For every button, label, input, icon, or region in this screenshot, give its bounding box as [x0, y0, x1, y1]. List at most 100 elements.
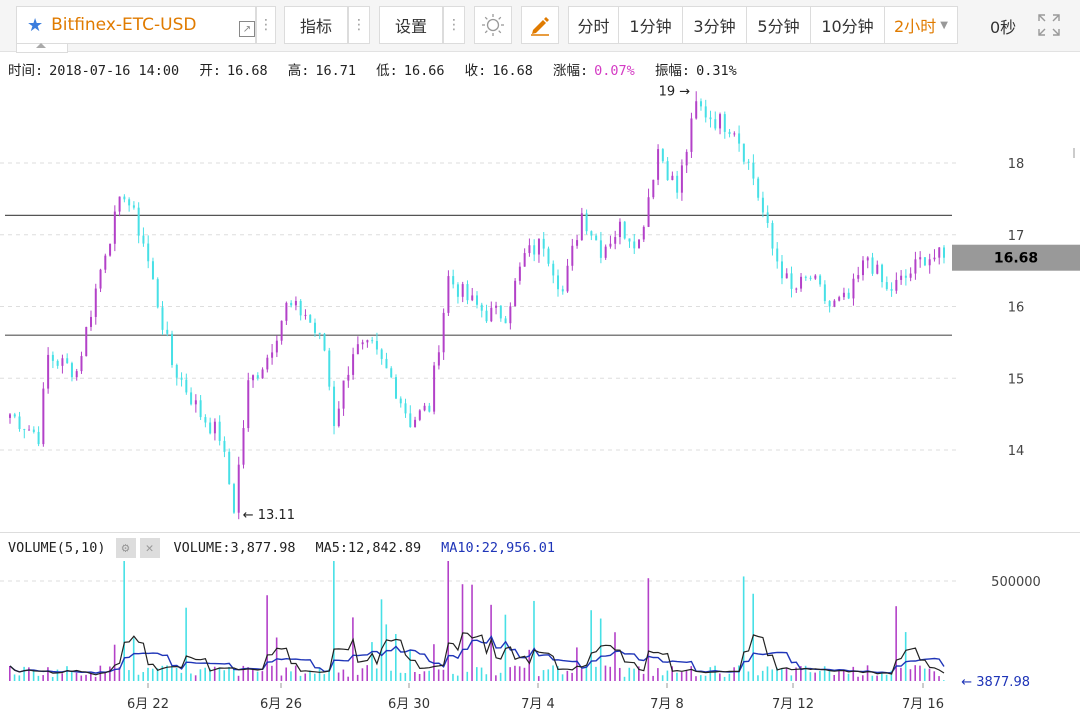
theme-button[interactable]	[474, 6, 512, 44]
volume-bar	[785, 667, 788, 681]
indicator-button[interactable]: 指标	[284, 6, 348, 44]
candle	[923, 257, 926, 267]
candle-body	[680, 165, 683, 193]
volume-bar	[299, 675, 302, 681]
volume-bar	[876, 675, 878, 681]
volume-bar	[719, 673, 721, 681]
candle-body	[61, 358, 64, 366]
gear-icon[interactable]: ⚙	[115, 538, 136, 558]
period-2hour[interactable]: 2小时 ▼	[885, 7, 957, 43]
candle	[190, 387, 193, 406]
candle-body	[90, 316, 93, 327]
period-label: 1分钟	[629, 17, 672, 36]
candle-body	[13, 414, 16, 417]
volume-bar	[456, 675, 459, 681]
candle-body	[94, 288, 97, 317]
candle-body	[209, 422, 212, 434]
volume-bar	[666, 670, 669, 681]
candle	[628, 238, 631, 248]
period-10min[interactable]: 10分钟	[811, 7, 885, 43]
candle-body	[423, 405, 426, 411]
period-5min[interactable]: 5分钟	[747, 7, 811, 43]
candle-body	[437, 352, 440, 366]
candle	[285, 301, 288, 325]
candle-body	[232, 484, 235, 513]
current-volume-label: ← 3877.98	[961, 675, 1030, 690]
candle-body	[795, 288, 798, 290]
external-link-icon[interactable]: ↗	[239, 21, 255, 37]
close-readout: 收: 16.68	[465, 63, 539, 79]
volume-chart[interactable]: 500000 ← 3877.98 6月 22 6月 26 6月 30 7月 4 7月 8 7月…	[0, 560, 1080, 712]
volume-bar	[323, 674, 326, 681]
max-price-marker: 19 →	[659, 84, 691, 99]
period-timeline[interactable]: 分时	[569, 7, 619, 43]
volume-bar	[23, 666, 25, 681]
volume-bar	[919, 665, 921, 681]
candle-body	[738, 133, 741, 144]
candle	[566, 258, 569, 293]
volume-bar	[390, 670, 392, 681]
candle-body	[109, 243, 112, 256]
candle-body	[113, 211, 116, 244]
volume-bar	[833, 674, 835, 681]
candle-body	[714, 119, 717, 129]
draw-button[interactable]	[521, 6, 559, 44]
close-icon[interactable]: ✕	[139, 538, 160, 558]
volume-bar	[890, 670, 893, 681]
low-value: 16.66	[403, 63, 445, 79]
fullscreen-icon[interactable]	[1034, 10, 1064, 40]
candle-body	[533, 245, 536, 255]
volume-bar	[547, 669, 550, 681]
volume-bar	[847, 673, 850, 681]
symbol-more-icon[interactable]: ⋮	[256, 6, 276, 44]
candle-body	[380, 349, 383, 359]
change-readout: 涨幅: 0.07%	[553, 63, 641, 79]
volume-bar	[881, 673, 883, 681]
candle	[914, 251, 917, 280]
amplitude-readout: 振幅: 0.31%	[655, 63, 743, 79]
candle-body	[800, 276, 803, 289]
candle	[699, 98, 702, 111]
symbol-dropdown-tab[interactable]	[16, 43, 68, 53]
candle-body	[823, 284, 826, 302]
candle-body	[199, 400, 202, 418]
volume-bar	[261, 671, 264, 681]
candle-body	[919, 257, 922, 260]
candle-body	[723, 114, 726, 132]
candle	[847, 288, 850, 300]
candle	[161, 301, 164, 335]
candle	[70, 361, 73, 382]
candle-body	[75, 371, 78, 378]
low-label: 低:	[376, 63, 398, 79]
settings-more-icon[interactable]: ⋮	[443, 6, 465, 44]
volume-bar	[895, 606, 897, 681]
indicator-more-icon[interactable]: ⋮	[348, 6, 370, 44]
star-icon[interactable]: ★	[27, 14, 44, 36]
period-1min[interactable]: 1分钟	[619, 7, 683, 43]
candle-body	[614, 237, 617, 244]
symbol-selector[interactable]: ★ Bitfinex-ETC-USD ↗	[16, 6, 256, 44]
volume-bar	[495, 675, 497, 681]
volume-bar	[485, 674, 488, 681]
pencil-icon	[531, 17, 549, 36]
open-label: 开:	[199, 63, 221, 79]
candle-body	[566, 265, 569, 292]
volume-bar	[142, 672, 145, 681]
candle	[514, 278, 517, 307]
ma5-value: 12,842.89	[348, 540, 422, 556]
candle	[528, 238, 531, 257]
candle	[523, 248, 526, 267]
candle	[861, 256, 864, 281]
candle-body	[499, 305, 502, 319]
settings-button[interactable]: 设置	[379, 6, 443, 44]
candle-body	[228, 451, 231, 485]
period-3min[interactable]: 3分钟	[683, 7, 747, 43]
candle	[109, 243, 112, 257]
high-value: 16.71	[315, 63, 357, 79]
candle	[509, 302, 512, 330]
candle	[680, 159, 683, 201]
candle-body	[609, 243, 612, 247]
candle	[866, 256, 869, 269]
price-chart[interactable]: 14 15 16 17 18 19 → ← 13.11 16.68	[0, 78, 1080, 533]
candle-body	[18, 416, 21, 430]
